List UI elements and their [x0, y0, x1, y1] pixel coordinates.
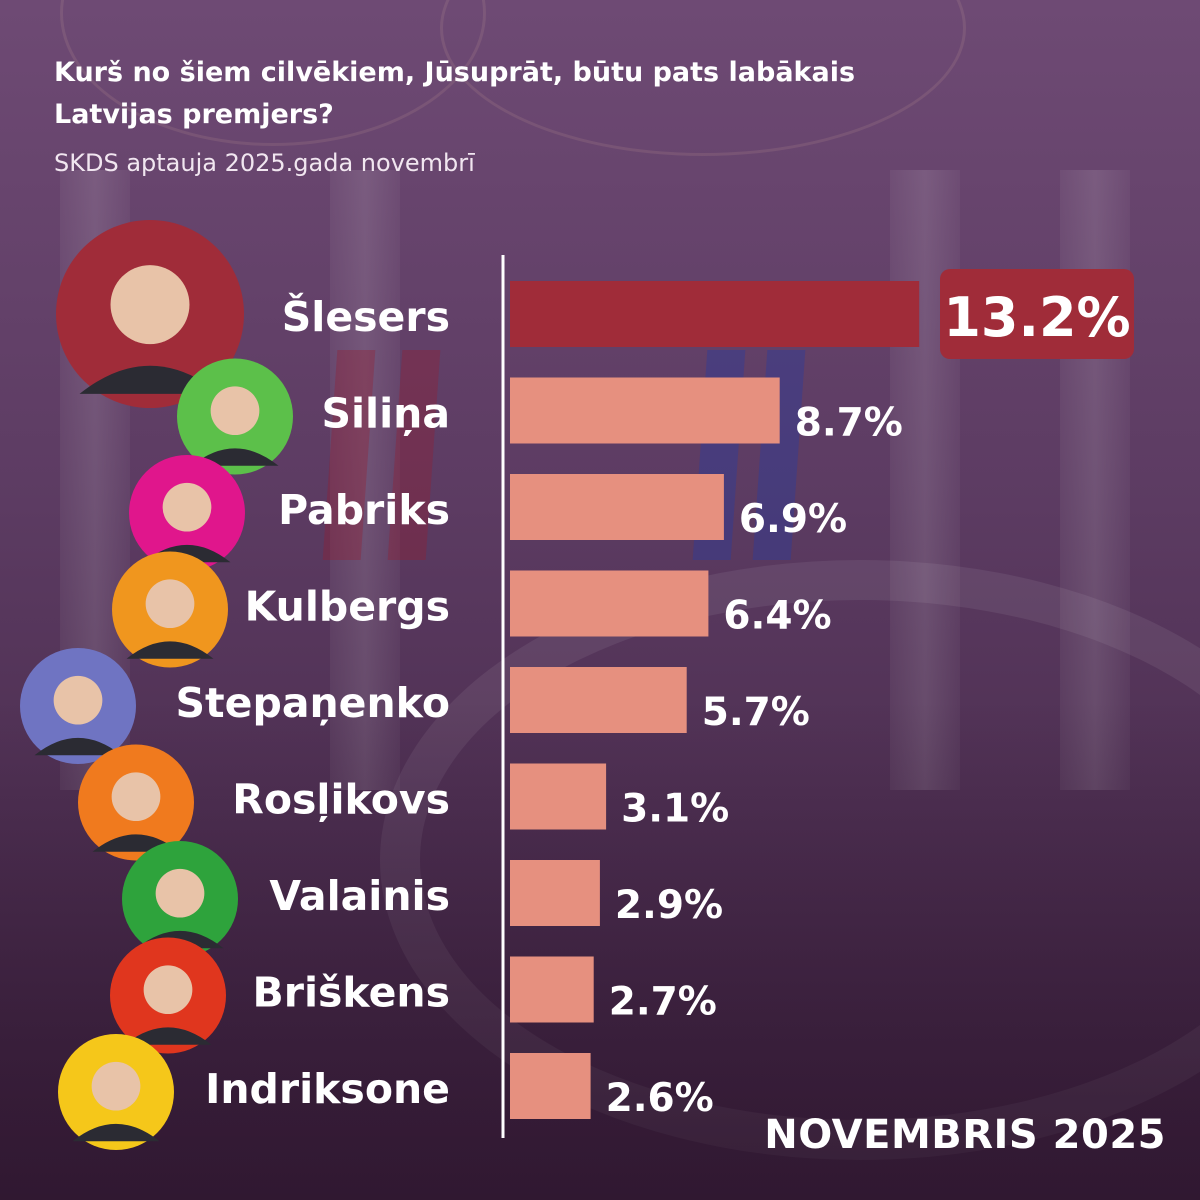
bar-2	[510, 474, 724, 540]
category-label-8: Indriksone	[205, 1065, 450, 1113]
bar-0	[510, 281, 920, 347]
value-label-1: 8.7%	[795, 401, 903, 446]
bar-4	[510, 667, 687, 733]
value-label-7: 2.7%	[609, 980, 717, 1025]
category-label-6: Valainis	[269, 872, 450, 920]
avatar-body-8	[72, 1123, 160, 1142]
avatar-face-0	[110, 265, 190, 345]
value-label-5: 3.1%	[621, 787, 729, 832]
value-label-6: 2.9%	[615, 883, 723, 928]
avatar-face-4	[53, 675, 103, 725]
value-label-8: 2.6%	[606, 1076, 714, 1121]
avatar-face-3	[145, 579, 195, 629]
chart-title: Kurš no šiem cilvēkiem, Jūsuprāt, būtu p…	[54, 57, 856, 130]
avatar-face-6	[155, 868, 205, 918]
avatar-body-7	[124, 1027, 212, 1045]
period-label: NOVEMBRIS 2025	[764, 1112, 1166, 1158]
avatar-face-8	[91, 1061, 141, 1111]
bar-8	[510, 1053, 591, 1119]
avatar-face-2	[162, 482, 212, 532]
bar-6	[510, 860, 600, 926]
bar-3	[510, 570, 709, 637]
value-label-0: 13.2%	[943, 286, 1130, 349]
bar-1	[510, 377, 780, 444]
category-label-7: Briškens	[253, 969, 451, 1017]
category-label-0: Šlesers	[282, 293, 450, 341]
chart-subtitle: SKDS aptauja 2025.gada novembrī	[54, 149, 475, 177]
value-badge-0	[940, 269, 1134, 359]
category-label-1: Siliņa	[321, 390, 450, 438]
avatar-face-7	[143, 965, 193, 1015]
bar-5	[510, 763, 607, 830]
avatar-body-4	[34, 737, 122, 756]
value-label-3: 6.4%	[723, 594, 831, 639]
category-label-4: Stepaņenko	[176, 679, 450, 727]
avatar-face-5	[111, 772, 161, 822]
bar-7	[510, 956, 594, 1023]
avatar-body-3	[126, 641, 214, 659]
category-label-5: Rosļikovs	[232, 776, 450, 824]
value-label-2: 6.9%	[739, 497, 847, 542]
category-label-3: Kulbergs	[245, 583, 450, 631]
avatar-face-1	[210, 386, 260, 436]
value-label-4: 5.7%	[702, 690, 810, 735]
category-label-2: Pabriks	[278, 486, 450, 534]
